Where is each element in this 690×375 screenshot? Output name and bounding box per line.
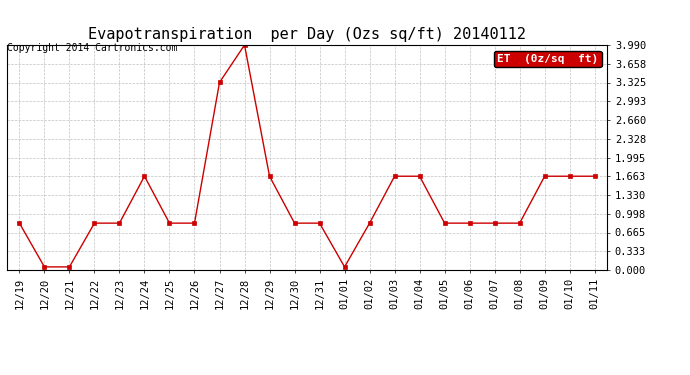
Title: Evapotranspiration  per Day (Ozs sq/ft) 20140112: Evapotranspiration per Day (Ozs sq/ft) 2…	[88, 27, 526, 42]
Legend: ET  (0z/sq  ft): ET (0z/sq ft)	[494, 51, 602, 67]
Text: Copyright 2014 Cartronics.com: Copyright 2014 Cartronics.com	[7, 43, 177, 52]
